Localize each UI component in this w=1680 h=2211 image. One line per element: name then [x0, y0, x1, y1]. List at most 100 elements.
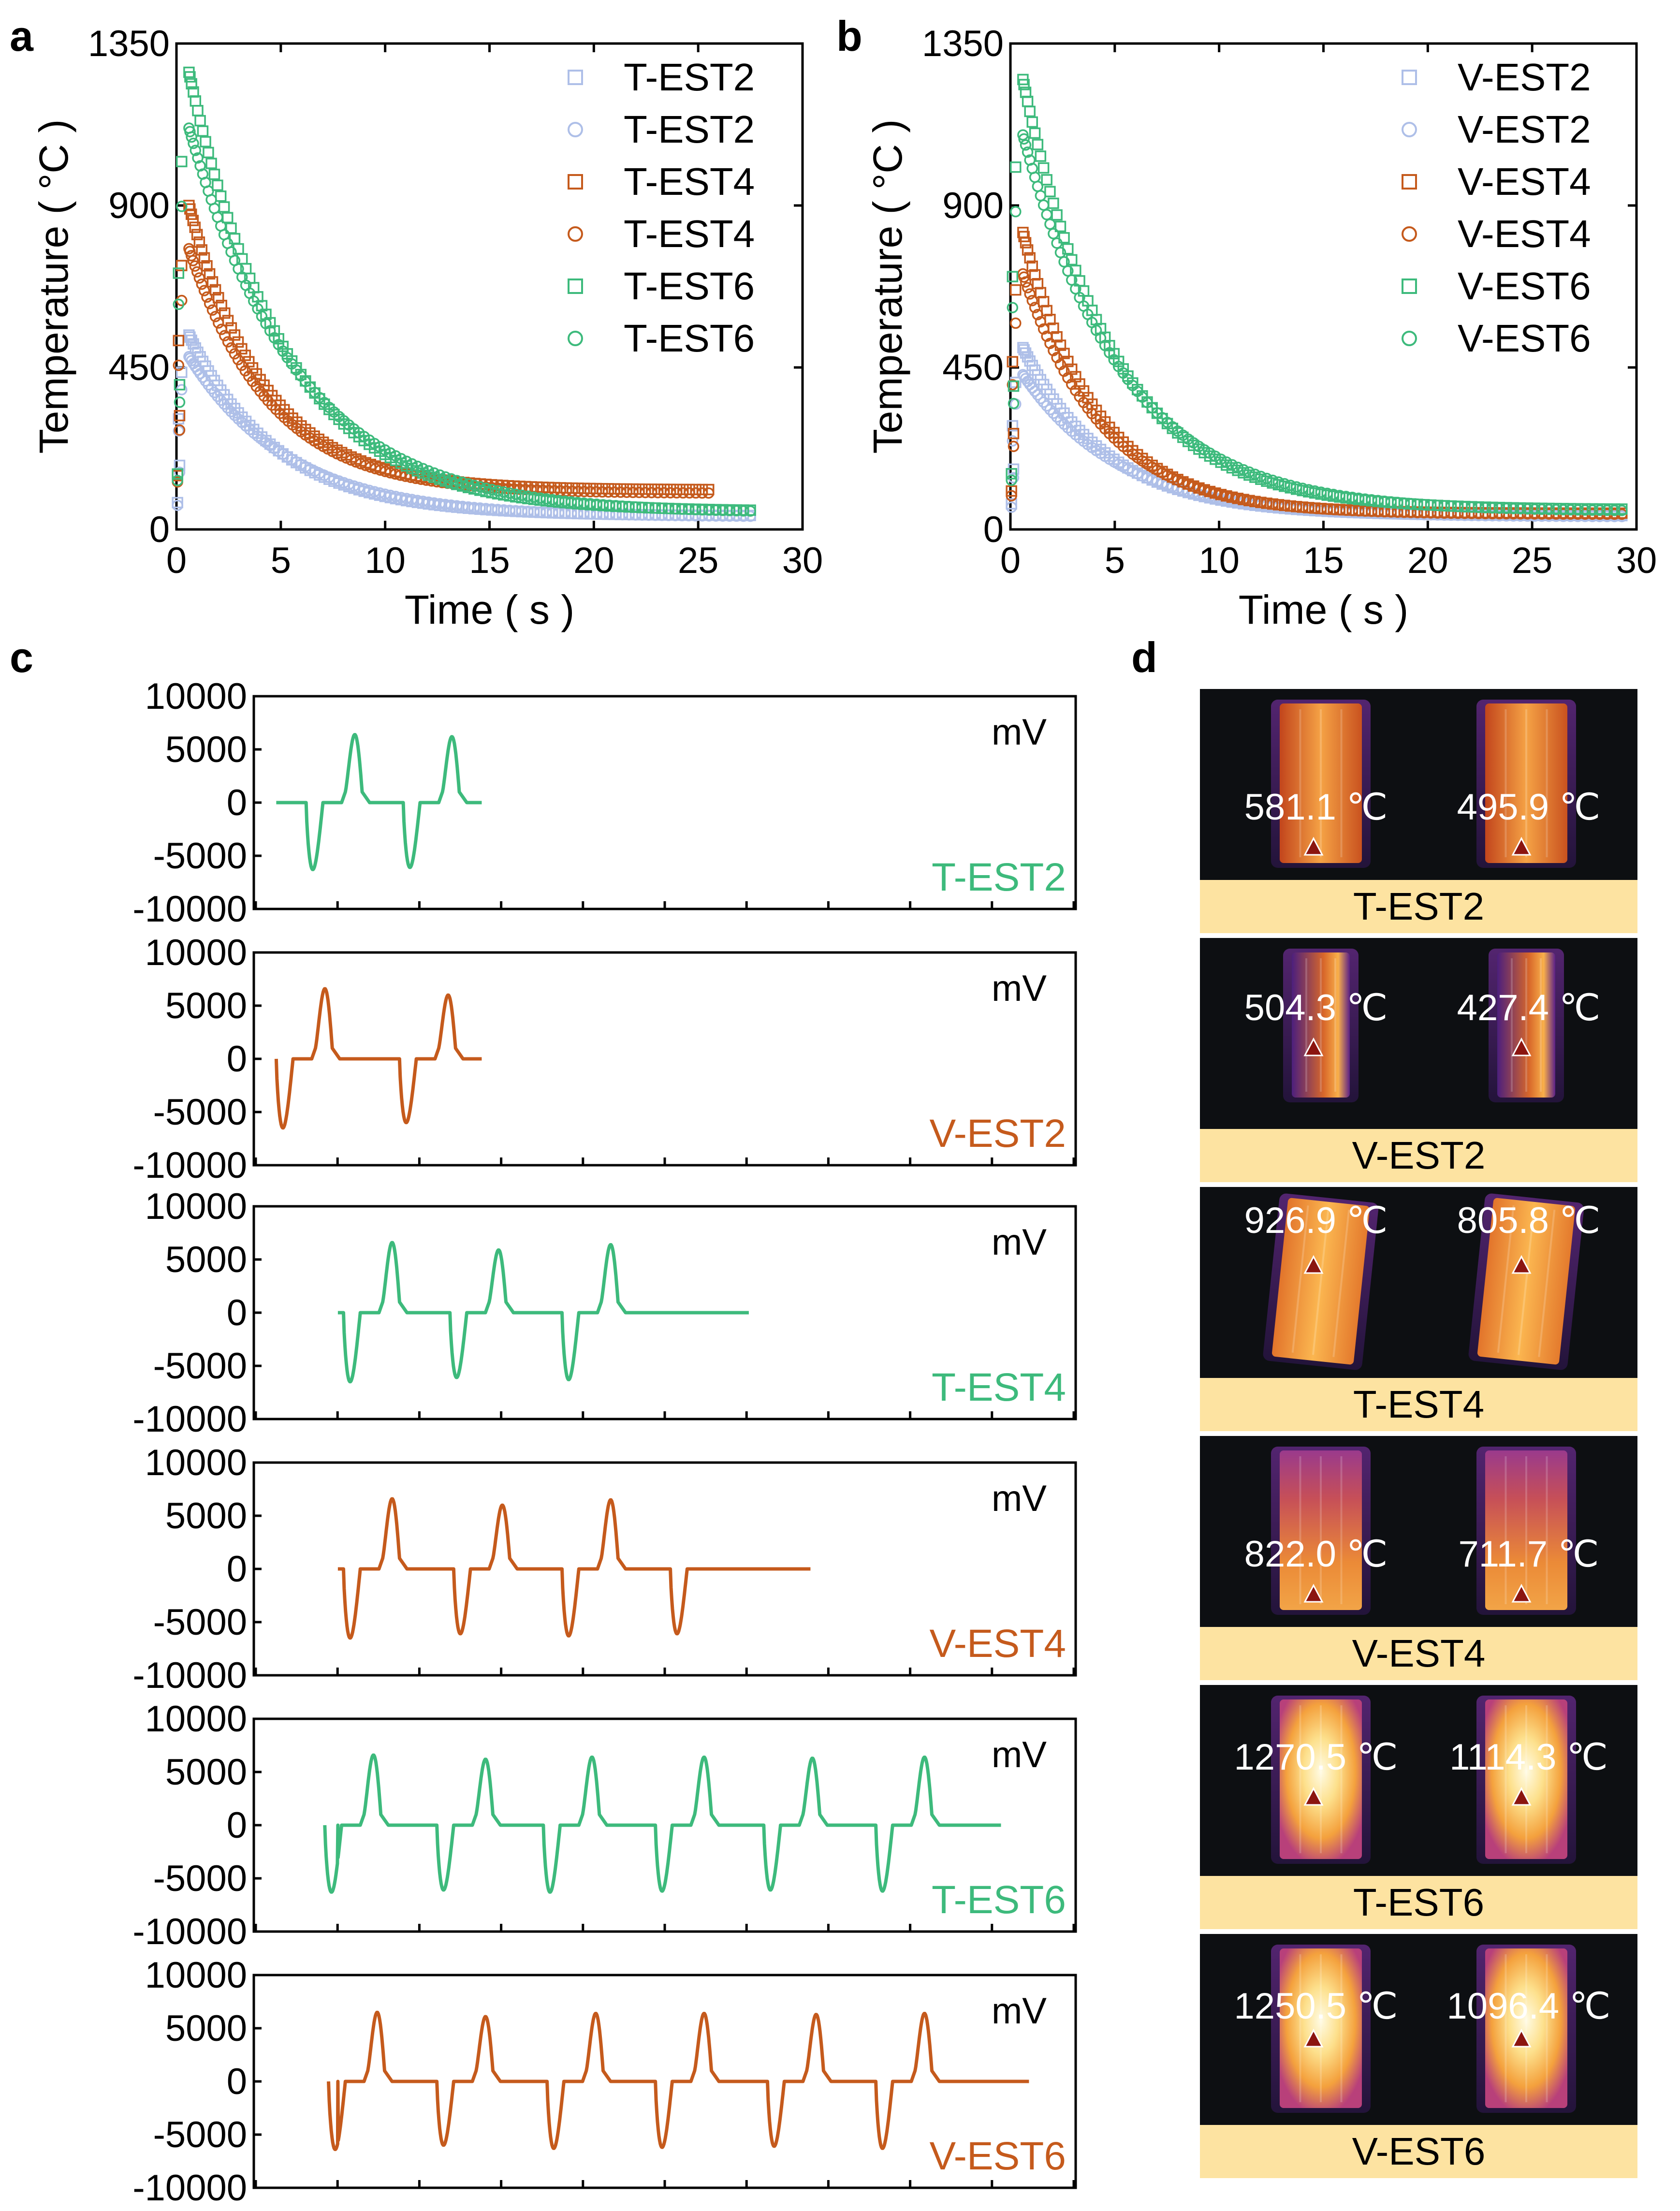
legend-label: V-EST2 — [1458, 56, 1591, 99]
sample-stripe — [1538, 1210, 1556, 1357]
data-point — [1051, 209, 1063, 221]
data-point — [547, 507, 558, 518]
heated-sample — [1476, 1696, 1576, 1864]
subplot-label: V-EST4 — [929, 1622, 1066, 1666]
data-point — [364, 484, 375, 496]
data-point — [233, 413, 244, 425]
left-temperature-label: 822.0 ℃ — [1244, 1534, 1388, 1575]
data-point — [1587, 504, 1598, 516]
data-point — [1032, 139, 1044, 150]
y-tick-label: 0 — [227, 2061, 247, 2102]
data-point — [1193, 482, 1205, 494]
data-point — [457, 500, 468, 512]
data-point — [390, 468, 401, 480]
sample-label: V-EST6 — [1352, 2130, 1486, 2173]
data-point — [1309, 485, 1321, 497]
data-point — [395, 492, 407, 503]
sample-body — [1280, 703, 1362, 863]
data-point — [186, 78, 197, 90]
data-point — [406, 494, 418, 505]
data-point — [1459, 501, 1471, 513]
data-point — [1054, 339, 1066, 351]
data-point — [1041, 174, 1052, 186]
y-tick-label: -5000 — [153, 1602, 247, 1643]
data-point — [1238, 494, 1249, 505]
data-point — [200, 136, 211, 147]
data-point — [1473, 501, 1484, 513]
data-point — [189, 221, 201, 233]
legend: V-EST2 V-EST2 V-EST4 V-EST4 V-EST6 V-EST6 — [1402, 56, 1591, 360]
y-tick-label: 0 — [227, 782, 247, 823]
data-point — [451, 479, 463, 490]
data-point — [1232, 492, 1243, 504]
data-point — [187, 255, 199, 266]
data-point — [204, 268, 216, 280]
data-point — [1452, 500, 1464, 512]
data-point — [1029, 127, 1041, 139]
data-point — [428, 497, 440, 509]
sample-label-band — [1200, 1378, 1637, 1431]
voltage-trace — [327, 2010, 1029, 2152]
data-point — [184, 71, 196, 83]
data-point — [1204, 447, 1216, 459]
data-point — [1418, 507, 1430, 519]
data-point — [205, 158, 217, 169]
data-point — [621, 486, 633, 498]
data-point — [1459, 508, 1471, 519]
data-point — [1315, 486, 1327, 498]
data-point — [689, 504, 701, 515]
data-point — [696, 510, 708, 522]
data-point — [1037, 323, 1050, 335]
data-point — [1007, 302, 1019, 313]
data-point — [1328, 488, 1339, 500]
heated-sample — [1283, 949, 1359, 1102]
data-point — [1438, 500, 1450, 512]
data-point — [213, 292, 224, 304]
data-point — [1479, 508, 1491, 520]
data-point — [1024, 105, 1036, 117]
data-point — [353, 482, 365, 494]
data-point — [1303, 502, 1315, 513]
data-point — [374, 464, 386, 476]
legend-label: T-EST2 — [624, 56, 755, 99]
data-point — [1372, 495, 1384, 507]
data-point — [1285, 480, 1297, 491]
data-point — [198, 285, 210, 296]
y-tick-label: -10000 — [132, 1399, 247, 1440]
data-point — [348, 480, 360, 492]
data-point — [1051, 411, 1063, 423]
sample-label: T-EST4 — [1353, 1383, 1484, 1426]
data-point — [174, 396, 186, 408]
data-point — [1412, 498, 1423, 510]
data-point — [1594, 504, 1606, 516]
data-point — [209, 284, 221, 296]
legend-marker — [568, 331, 583, 346]
right-temperature-label: 495.9 ℃ — [1457, 787, 1601, 828]
data-point — [323, 471, 335, 483]
data-point — [1452, 507, 1464, 519]
data-point — [365, 461, 376, 473]
data-point — [1183, 479, 1194, 490]
data-point — [225, 406, 237, 418]
voltage-trace — [274, 987, 482, 1130]
data-point — [669, 510, 681, 522]
data-point — [186, 208, 197, 220]
data-point — [1032, 180, 1044, 192]
data-point — [543, 482, 555, 493]
x-axis-label: Time ( s ) — [1239, 587, 1409, 632]
data-point — [671, 483, 683, 495]
data-point — [194, 115, 206, 127]
heated-sample — [1489, 949, 1564, 1102]
data-point — [1141, 472, 1153, 484]
unit-label: mV — [992, 1478, 1047, 1519]
data-point — [724, 510, 735, 522]
left-temperature-label: 1250.5 ℃ — [1234, 1986, 1398, 2027]
measurement-marker — [1511, 1037, 1532, 1056]
heated-sample — [1271, 1447, 1371, 1615]
x-tick-label: 15 — [1303, 540, 1344, 581]
data-point — [1249, 496, 1261, 507]
heated-sample — [1271, 1945, 1371, 2113]
data-point — [703, 504, 715, 516]
y-tick-label: 10000 — [145, 676, 247, 717]
data-point — [462, 501, 474, 513]
